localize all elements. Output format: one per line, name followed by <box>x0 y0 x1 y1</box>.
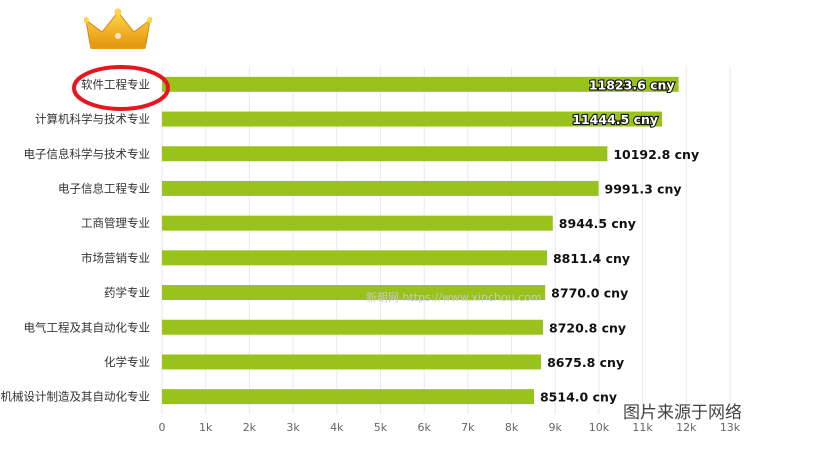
bar <box>162 389 534 405</box>
category-label: 电气工程及其自动化专业 <box>24 320 151 334</box>
x-tick-label: 10k <box>589 421 610 434</box>
highlight-circle <box>72 65 170 111</box>
category-labels: 软件工程专业计算机科学与技术专业电子信息科学与技术专业电子信息工程专业工商管理专… <box>1 77 151 403</box>
x-tick-label: 2k <box>243 421 257 434</box>
value-label: 9991.3 cny <box>605 181 682 196</box>
value-label: 8770.0 cny <box>551 286 628 301</box>
category-label: 市场营销专业 <box>81 251 150 265</box>
bar <box>162 76 679 92</box>
x-tick-label: 6k <box>417 421 431 434</box>
category-label: 电子信息科学与技术专业 <box>24 147 151 161</box>
value-label: 8811.4 cny <box>553 251 630 266</box>
category-label: 药学专业 <box>104 286 150 300</box>
x-tick-label: 13k <box>720 421 741 434</box>
x-tick-label: 11k <box>632 421 653 434</box>
bar <box>162 250 547 266</box>
x-tick-label: 12k <box>676 421 697 434</box>
value-label: 11823.6 cny <box>589 77 675 92</box>
value-label: 8720.8 cny <box>549 320 626 335</box>
x-tick-label: 8k <box>505 421 519 434</box>
bar <box>162 354 542 370</box>
x-tick-label: 9k <box>549 421 563 434</box>
value-label: 8514.0 cny <box>540 390 617 405</box>
category-label: 工商管理专业 <box>81 216 150 230</box>
category-label: 机械设计制造及其自动化专业 <box>1 390 151 404</box>
bar <box>162 111 663 127</box>
bar <box>162 319 544 335</box>
bar <box>162 146 608 162</box>
value-labels: 11823.6 cny 11444.5 cny 10192.8 cny 9991.3 … <box>540 76 699 405</box>
x-tick-label: 3k <box>286 421 300 434</box>
x-axis-tick-labels: 0 1k 2k 3k 4k 5k 6k 7k 8k 9k 10k 11k 12k 13k <box>159 421 741 434</box>
bar <box>162 180 599 196</box>
value-label: 10192.8 cny <box>613 147 699 162</box>
category-label: 电子信息工程专业 <box>58 181 150 195</box>
value-label: 8675.8 cny <box>547 355 624 370</box>
category-label: 化学专业 <box>104 355 150 369</box>
x-tick-label: 7k <box>461 421 475 434</box>
value-label: 11444.5 cny <box>572 112 658 127</box>
watermark: 新朝网 https://www.xinchou.com <box>366 291 542 304</box>
x-tick-label: 0 <box>159 421 166 434</box>
x-tick-label: 4k <box>330 421 344 434</box>
x-tick-label: 1k <box>199 421 213 434</box>
x-tick-label: 5k <box>374 421 388 434</box>
bar <box>162 285 546 301</box>
bars <box>162 76 679 405</box>
value-label: 8944.5 cny <box>559 216 636 231</box>
crown-icon <box>84 8 152 49</box>
category-label: 软件工程专业 <box>81 77 150 91</box>
image-source-caption: 图片来源于网络 <box>623 403 742 423</box>
bar <box>162 215 553 231</box>
category-label: 计算机科学与技术专业 <box>35 112 150 126</box>
